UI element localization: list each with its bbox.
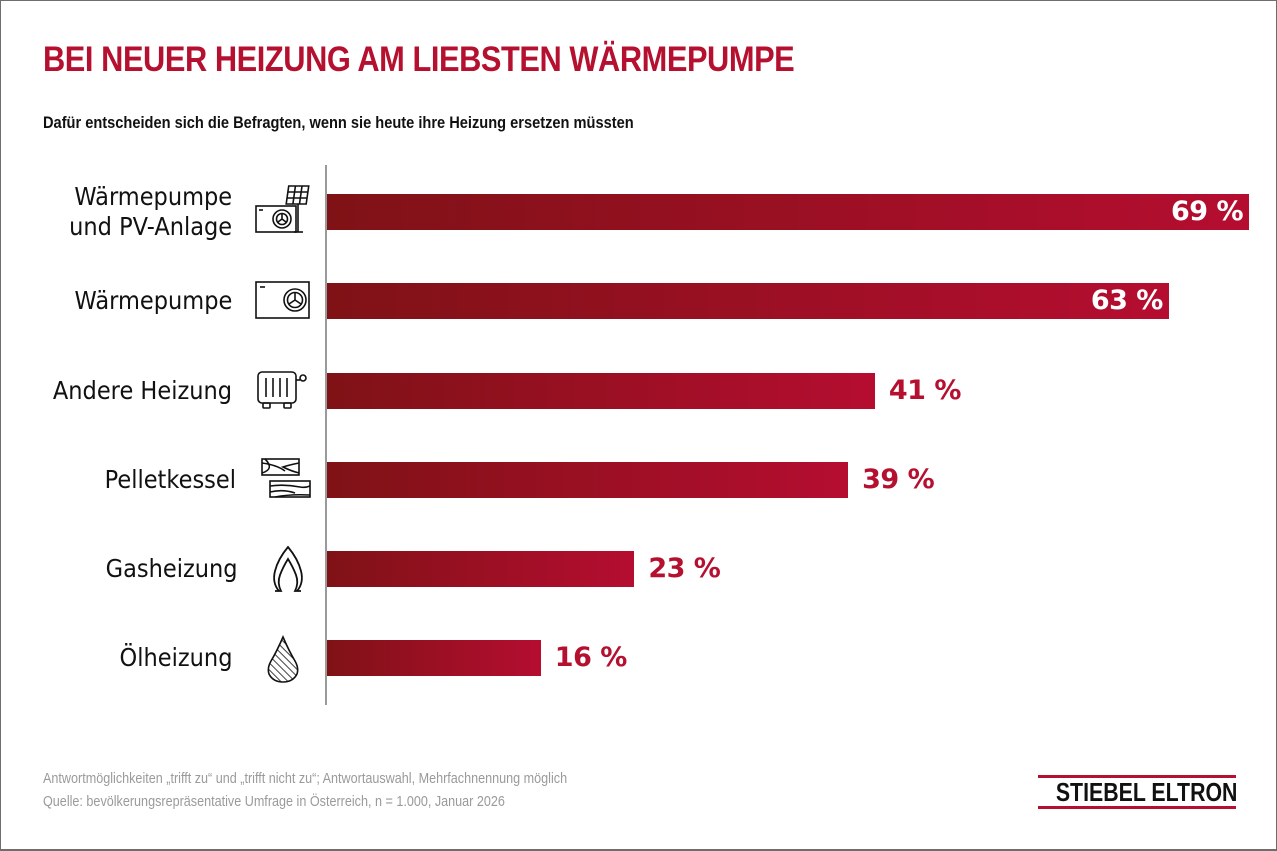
heat-pump-solar-panel-icon (255, 184, 311, 234)
logo-stripe-top (1038, 775, 1236, 778)
logo-stripe-bottom (1038, 806, 1236, 809)
footnote-source: Quelle: bevölkerungsrepräsentative Umfra… (43, 793, 505, 810)
category-label-line: Andere Heizung (52, 376, 232, 405)
data-label-andere-heizung: 41 % (888, 375, 962, 406)
y-axis-line (325, 165, 327, 705)
category-label-line: Wärmepumpe (74, 182, 232, 211)
frame-bottom-border (0, 849, 1277, 851)
data-label-wärmepumpe-und-pv-anlage: 69 % (1171, 196, 1244, 227)
bar-pelletkessel (327, 462, 849, 498)
data-label-pelletkessel: 39 % (862, 464, 935, 495)
category-label-wärmepumpe: Wärmepumpe (74, 286, 232, 316)
category-label-line: Pelletkessel (104, 465, 236, 494)
category-label-andere-heizung: Andere Heizung (53, 376, 232, 406)
logo-text: STIEBEL ELTRON (1055, 777, 1238, 807)
category-label-line: und PV-Anlage (68, 212, 232, 241)
category-label-gasheizung: Gasheizung (106, 554, 238, 584)
bar-ölheizung (327, 640, 541, 676)
bar-andere-heizung (327, 373, 875, 409)
wood-logs-icon (255, 455, 311, 505)
oil-drop-icon (255, 634, 311, 685)
gas-flame-icon (258, 545, 314, 595)
footnote-answer-options: Antwortmöglichkeiten „trifft zu“ und „tr… (43, 770, 568, 787)
category-label-line: Gasheizung (106, 554, 238, 583)
bar-wärmepumpe (327, 283, 1169, 319)
chart-title: BEI NEUER HEIZUNG AM LIEBSTEN WÄRMEPUMPE (43, 40, 795, 79)
heat-pump-icon (255, 276, 311, 326)
category-label-wärmepumpe-und-pv-anlage: Wärmepumpe und PV-Anlage (69, 182, 232, 242)
category-label-line: Ölheizung (119, 643, 232, 672)
category-label-ölheizung: Ölheizung (119, 643, 232, 673)
chart-subtitle: Dafür entscheiden sich die Befragten, we… (43, 113, 634, 132)
bar-gasheizung (327, 551, 635, 587)
category-label-line: Wärmepumpe (74, 286, 232, 315)
data-label-ölheizung: 16 % (554, 642, 628, 673)
data-label-gasheizung: 23 % (648, 553, 721, 584)
radiator-icon (255, 366, 311, 416)
category-label-pelletkessel: Pelletkessel (105, 465, 236, 495)
data-label-wärmepumpe: 63 % (1090, 285, 1164, 316)
stiebel-eltron-logo: STIEBEL ELTRON (1038, 775, 1238, 809)
bar-wärmepumpe-und-pv-anlage (327, 194, 1249, 230)
